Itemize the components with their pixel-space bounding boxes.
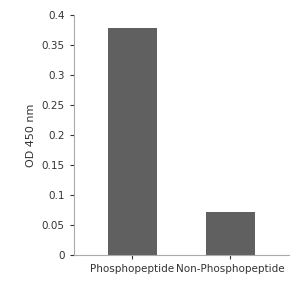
- Bar: [108, 28, 157, 255]
- Y-axis label: OD 450 nm: OD 450 nm: [26, 103, 36, 167]
- Bar: [206, 212, 255, 255]
